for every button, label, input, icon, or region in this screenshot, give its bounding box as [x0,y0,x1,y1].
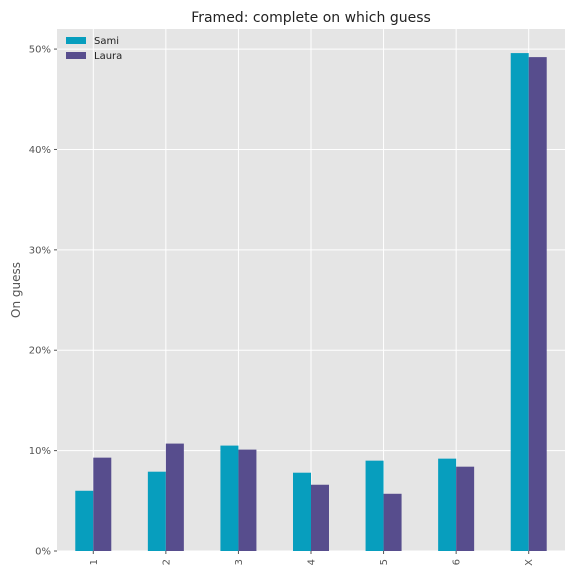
legend-swatch-laura [66,52,86,59]
x-tick-label: 5 [379,559,390,565]
y-axis-ticks: 0% 10% 20% 30% 40% 50% [29,45,57,558]
bar-laura-1 [93,457,112,551]
bar-sami-1 [75,490,94,551]
y-tick-label: 50% [29,45,51,56]
bar-laura-4 [311,484,329,551]
y-tick-label: 20% [29,346,51,357]
x-tick-label: 4 [307,559,318,565]
y-tick-label: 0% [35,547,51,558]
x-axis-ticks: 1 2 3 4 5 6 X [89,551,535,566]
bar-laura-2 [165,443,184,551]
bar-laura-6 [456,466,475,551]
x-tick-label: 1 [89,559,100,565]
bar-sami-x [510,53,529,551]
bar-sami-6 [438,458,457,551]
legend: Sami Laura [66,36,122,62]
y-tick-label: 40% [29,145,51,156]
bars [75,53,547,551]
bar-sami-5 [365,460,384,551]
x-tick-label: 3 [234,559,245,565]
x-tick-label: X [524,559,535,566]
y-axis-label: On guess [9,262,23,318]
y-tick-label: 10% [29,446,51,457]
x-tick-label: 2 [161,559,172,565]
legend-swatch-sami [66,37,86,44]
bar-laura-5 [383,493,402,551]
chart-title: Framed: complete on which guess [191,10,431,26]
bar-laura-x [528,57,547,551]
legend-label-laura: Laura [94,51,122,62]
legend-label-sami: Sami [94,36,119,47]
bar-laura-3 [238,449,257,551]
x-tick-label: 6 [452,559,463,565]
bar-sami-4 [293,472,311,551]
bar-sami-3 [220,445,239,551]
bar-sami-2 [147,471,166,551]
y-tick-label: 30% [29,245,51,256]
